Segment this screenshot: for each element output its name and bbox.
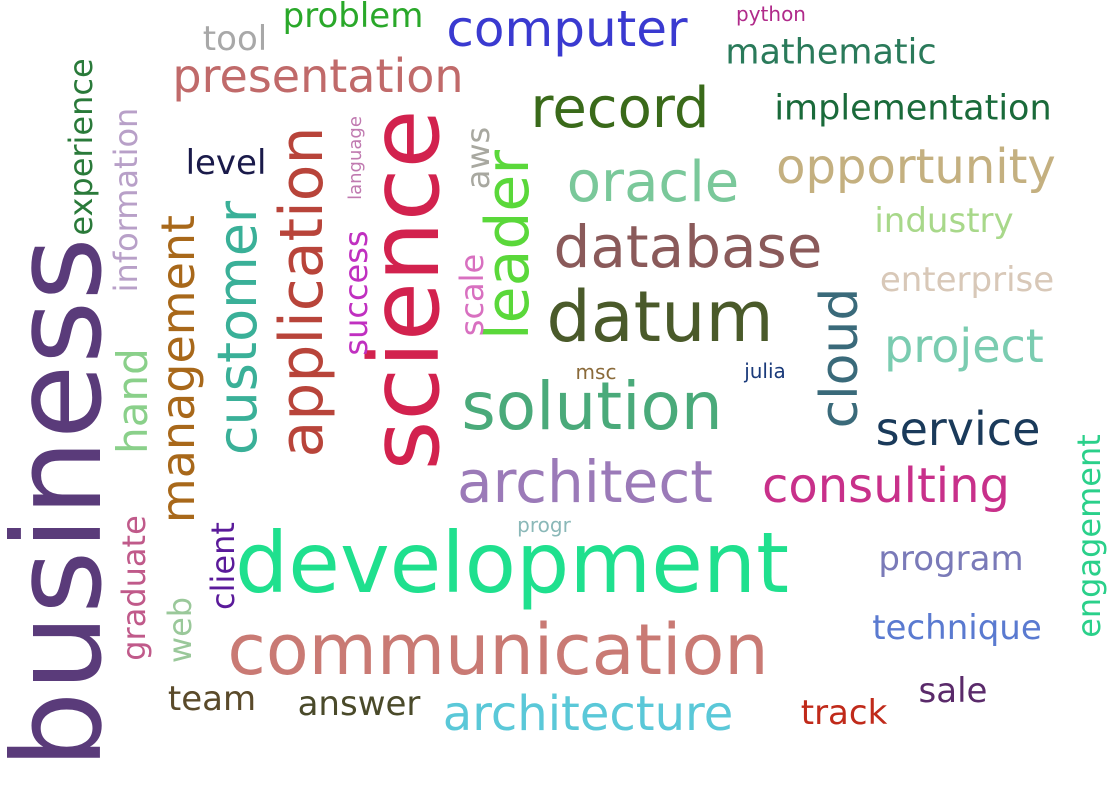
word-language: language <box>345 116 366 200</box>
word-datum: datum <box>546 276 774 358</box>
word-development: development <box>234 514 790 612</box>
word-web: web <box>161 596 199 664</box>
word-level: level <box>185 143 267 183</box>
word-python: python <box>736 2 806 26</box>
word-oracle: oracle <box>566 150 740 215</box>
word-project: project <box>884 319 1044 373</box>
word-computer: computer <box>446 0 688 58</box>
word-julia: julia <box>744 359 786 383</box>
word-solution: solution <box>461 368 723 445</box>
word-track: track <box>800 693 888 733</box>
word-team: team <box>167 679 257 719</box>
word-client: client <box>204 522 242 610</box>
word-record: record <box>530 76 710 141</box>
word-mathematic: mathematic <box>725 32 937 73</box>
word-communication: communication <box>227 609 769 691</box>
word-presentation: presentation <box>172 49 464 103</box>
word-problem: problem <box>282 0 424 36</box>
word-scale: scale <box>453 253 491 337</box>
word-engagement: engagement <box>1070 434 1108 638</box>
word-application: application <box>267 126 337 458</box>
word-tool: tool <box>202 19 268 59</box>
word-information: information <box>107 107 145 293</box>
word-progr: progr <box>517 513 571 537</box>
word-success: success <box>337 230 375 356</box>
word-hand: hand <box>108 348 157 454</box>
word-graduate: graduate <box>115 515 153 661</box>
word-industry: industry <box>874 201 1014 241</box>
word-database: database <box>553 213 823 281</box>
word-implementation: implementation <box>774 88 1052 129</box>
word-program: program <box>878 539 1024 579</box>
word-enterprise: enterprise <box>879 260 1055 300</box>
word-consulting: consulting <box>762 458 1010 514</box>
word-technique: technique <box>872 608 1042 648</box>
word-experience: experience <box>62 58 100 236</box>
word-cloud: cloud <box>810 287 870 429</box>
word-sale: sale <box>918 671 988 711</box>
word-opportunity: opportunity <box>776 139 1056 195</box>
word-aws: aws <box>459 126 497 190</box>
word-management: management <box>151 214 205 524</box>
word-answer: answer <box>297 684 421 724</box>
word-architect: architect <box>457 448 713 516</box>
word-service: service <box>875 402 1041 456</box>
word-customer: customer <box>206 200 269 456</box>
word-architecture: architecture <box>442 686 734 742</box>
word-business: business <box>0 237 129 769</box>
word-msc: msc <box>575 360 617 384</box>
